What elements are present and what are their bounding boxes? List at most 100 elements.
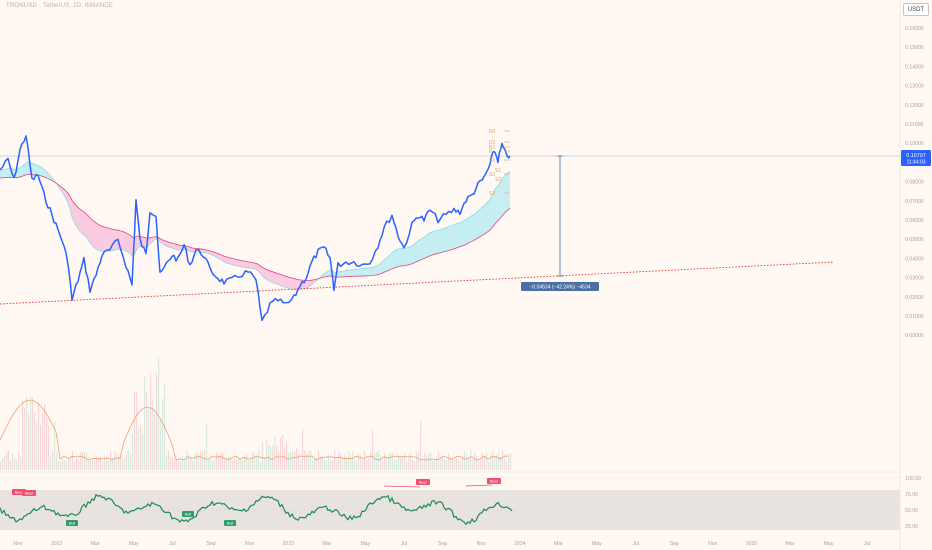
volume-bar xyxy=(448,453,450,470)
volume-bar xyxy=(344,454,346,470)
volume-bar xyxy=(22,401,24,470)
ribbon-segment xyxy=(267,269,270,282)
ribbon-segment xyxy=(256,263,258,271)
volume-bar xyxy=(108,460,110,470)
ribbon-segment xyxy=(72,200,74,222)
ribbon-segment xyxy=(250,262,254,269)
volume-bar xyxy=(144,376,146,470)
ema-ribbon xyxy=(0,161,511,291)
volume-bar xyxy=(232,460,234,470)
time-tick-label: Nov xyxy=(708,541,718,547)
ribbon-segment xyxy=(40,166,42,177)
volume-bar xyxy=(510,453,512,470)
ribbon-segment xyxy=(50,175,52,181)
price-tick-label: 0.01000 xyxy=(905,314,924,320)
price-tick-label: 0.16000 xyxy=(905,26,924,32)
volume-bar xyxy=(86,452,88,470)
volume-bar xyxy=(424,452,426,470)
ribbon-segment xyxy=(499,181,501,220)
ribbon-segment xyxy=(340,271,344,277)
volume-ma-line xyxy=(0,399,509,461)
volume-bar xyxy=(138,428,140,470)
measure-label-box xyxy=(521,282,599,291)
volume-bar xyxy=(272,445,274,470)
volume-bar xyxy=(20,454,22,470)
ribbon-segment xyxy=(234,258,238,267)
volume-bar xyxy=(130,454,132,470)
pivot-label-r2: R2 xyxy=(489,140,496,146)
volume-bar xyxy=(80,452,82,470)
pivot-label-p: P xyxy=(489,149,493,155)
volume-bar xyxy=(362,459,364,470)
volume-bar xyxy=(26,397,28,470)
volume-bar xyxy=(14,458,16,470)
volume-bar xyxy=(504,454,506,470)
price-tick-label: 0.03000 xyxy=(905,276,924,282)
volume-bar xyxy=(100,456,102,470)
volume-bar xyxy=(206,424,208,470)
bear-divergence-line xyxy=(383,485,421,488)
measure-tool[interactable]: −0.04534 (−42.24%) −4534 xyxy=(521,155,599,291)
volume-bar xyxy=(114,451,116,470)
volume-bar xyxy=(58,461,60,470)
volume-bar xyxy=(316,458,318,470)
ribbon-segment xyxy=(36,164,38,176)
ribbon-segment xyxy=(402,248,404,266)
volume-bar xyxy=(216,452,218,470)
ribbon-segment xyxy=(451,224,454,250)
volume-bar xyxy=(204,450,206,470)
volume-bar xyxy=(404,452,406,470)
volume-bar xyxy=(254,453,256,470)
ribbon-segment xyxy=(245,261,248,268)
volume-bar xyxy=(334,450,336,470)
time-tick-label: Mar xyxy=(322,541,331,547)
ribbon-segment xyxy=(418,239,420,262)
volume-bar xyxy=(280,437,282,470)
volume-bar xyxy=(208,458,210,470)
unit-button[interactable]: USDT xyxy=(903,3,929,16)
time-axis: Nov 2022 Mar May Jul Sep Nov 2023 Mar May Jul Sep No… xyxy=(13,541,870,547)
ribbon-segment xyxy=(107,227,110,252)
volume-bar xyxy=(284,447,286,470)
volume-bar xyxy=(496,454,498,470)
ribbon-segment xyxy=(356,268,360,277)
volume-bar xyxy=(422,461,424,470)
ribbon-segment xyxy=(498,183,500,221)
volume-bar xyxy=(418,450,420,470)
volume-bar xyxy=(332,460,334,470)
ribbon-segment xyxy=(338,271,341,278)
ribbon-segment xyxy=(128,233,130,254)
ribbon-segment xyxy=(76,205,78,229)
ribbon-segment xyxy=(34,164,36,176)
ribbon-segment xyxy=(430,231,433,256)
volume-bar xyxy=(346,457,348,470)
ribbon-segment xyxy=(454,224,456,249)
ribbon-segment xyxy=(275,272,278,285)
volume-bar xyxy=(366,460,368,470)
volume-bar xyxy=(430,452,432,470)
ribbon-segment xyxy=(330,270,332,277)
osc-level-label: 25.00 xyxy=(905,524,918,530)
ribbon-segment xyxy=(448,225,452,251)
volume-bar xyxy=(308,451,310,470)
price-series xyxy=(0,135,511,322)
ribbon-segment xyxy=(378,263,380,275)
time-tick-label: Mar xyxy=(786,541,795,547)
ribbon-segment xyxy=(288,277,292,290)
ribbon-segment xyxy=(192,247,194,253)
ribbon-segment xyxy=(435,230,438,255)
volume-bar xyxy=(298,454,300,470)
volume-bar xyxy=(104,455,106,470)
volume-bar xyxy=(54,421,56,470)
volume-bar xyxy=(4,456,6,470)
osc-level-label: 50.00 xyxy=(905,508,918,514)
time-tick-label: May xyxy=(360,541,370,547)
ribbon-segment xyxy=(502,177,504,217)
volume-bar xyxy=(440,455,442,470)
pivot-label-s2: S2 xyxy=(489,172,495,178)
volume-bar xyxy=(202,451,204,470)
volume-bar xyxy=(354,459,356,470)
